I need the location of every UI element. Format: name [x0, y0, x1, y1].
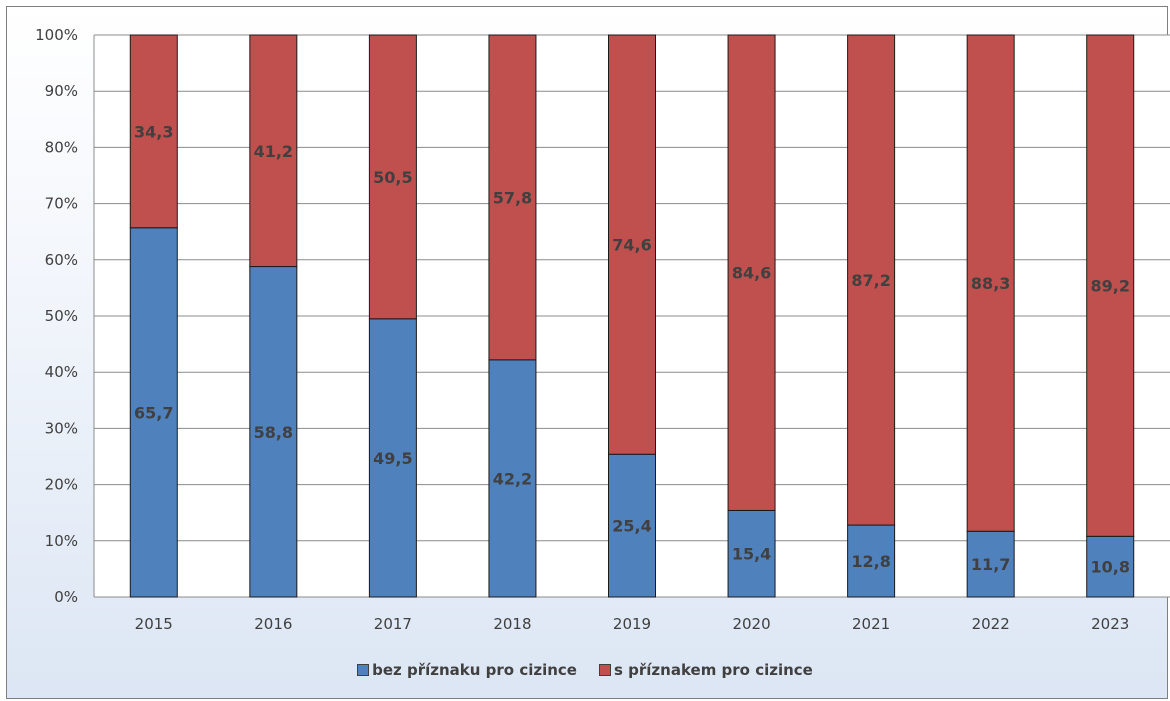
data-label: 12,8 [851, 552, 890, 571]
data-label: 74,6 [612, 236, 651, 255]
bar-bez-priznaku-2016 [249, 266, 298, 598]
legend-label-bez-priznaku: bez příznaku pro cizince [372, 661, 577, 679]
data-label: 15,4 [732, 545, 771, 564]
x-tick-label: 2022 [972, 615, 1010, 633]
data-label: 10,8 [1090, 558, 1129, 577]
bar-s-priznakem-2022 [966, 34, 1015, 532]
y-tick-label: 80% [45, 138, 78, 156]
bar-bez-priznaku-2015 [129, 227, 178, 598]
bar-bez-priznaku-2021 [847, 524, 896, 598]
data-label: 58,8 [254, 423, 293, 442]
x-tick-label: 2017 [374, 615, 412, 633]
y-tick-label: 40% [45, 363, 78, 381]
bar-s-priznakem-2020 [727, 34, 776, 511]
bar-s-priznakem-2019 [608, 34, 656, 455]
y-tick-label: 60% [45, 251, 78, 269]
bar-bez-priznaku-2022 [966, 530, 1015, 598]
data-label: 49,5 [373, 449, 412, 468]
x-tick-label: 2020 [732, 615, 770, 633]
bar-bez-priznaku-2019 [608, 453, 656, 598]
x-tick-label: 2018 [493, 615, 531, 633]
bar-bez-priznaku-2017 [368, 318, 417, 598]
x-tick-label: 2019 [613, 615, 651, 633]
bar-s-priznakem-2023 [1086, 34, 1135, 537]
data-label: 50,5 [373, 168, 412, 187]
legend-swatch-blue [357, 664, 370, 676]
data-label: 42,2 [493, 469, 532, 488]
data-label: 57,8 [493, 188, 532, 207]
bar-s-priznakem-2016 [249, 34, 298, 268]
legend-swatch-red [598, 664, 611, 676]
bar-s-priznakem-2021 [847, 34, 896, 526]
bar-s-priznakem-2017 [368, 34, 417, 320]
data-label: 34,3 [134, 122, 173, 141]
data-label: 41,2 [254, 142, 293, 161]
y-tick-label: 20% [45, 476, 78, 494]
data-label: 84,6 [732, 264, 771, 283]
bar-s-priznakem-2015 [129, 34, 178, 229]
y-tick-label: 90% [45, 82, 78, 100]
y-tick-label: 50% [45, 307, 78, 325]
y-tick-label: 30% [45, 419, 78, 437]
data-label: 25,4 [612, 517, 651, 536]
data-label: 89,2 [1090, 277, 1129, 296]
data-label: 11,7 [971, 555, 1010, 574]
y-tick-label: 70% [45, 195, 78, 213]
legend-item-s-priznakem: s příznakem pro cizince [598, 661, 813, 679]
data-label: 88,3 [971, 274, 1010, 293]
x-tick-label: 2015 [135, 615, 173, 633]
y-tick-label: 0% [54, 588, 78, 606]
y-tick-label: 100% [35, 26, 78, 44]
y-tick-label: 10% [45, 532, 78, 550]
bar-s-priznakem-2018 [488, 34, 537, 361]
bar-bez-priznaku-2023 [1086, 535, 1135, 598]
legend-label-s-priznakem: s příznakem pro cizince [613, 661, 813, 679]
legend: bez příznaku pro cizince s příznakem pro… [0, 661, 1170, 679]
bar-bez-priznaku-2020 [727, 509, 776, 598]
data-label: 65,7 [134, 403, 173, 422]
legend-item-bez-priznaku: bez příznaku pro cizince [357, 661, 577, 679]
data-label: 87,2 [851, 271, 890, 290]
x-tick-label: 2016 [254, 615, 292, 633]
x-tick-label: 2021 [852, 615, 890, 633]
bar-bez-priznaku-2018 [488, 359, 537, 598]
x-tick-label: 2023 [1091, 615, 1129, 633]
